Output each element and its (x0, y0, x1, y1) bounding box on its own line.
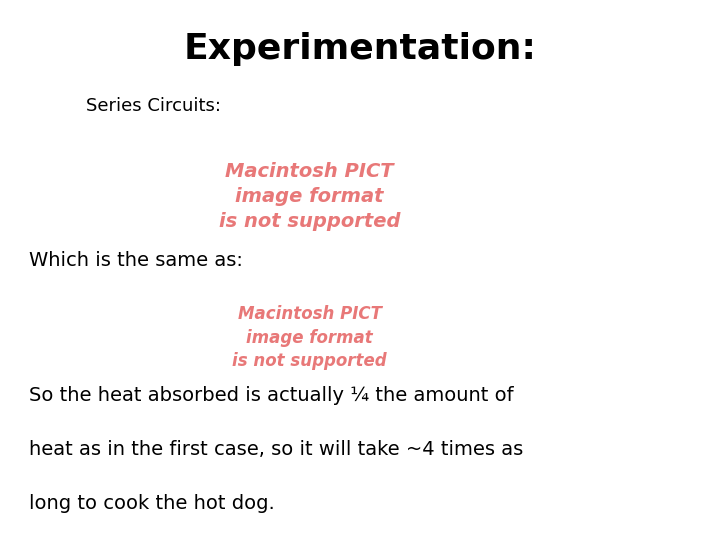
Text: heat as in the first case, so it will take ~4 times as: heat as in the first case, so it will ta… (29, 440, 523, 459)
Text: Series Circuits:: Series Circuits: (86, 97, 222, 115)
Text: Experimentation:: Experimentation: (184, 32, 536, 66)
Text: long to cook the hot dog.: long to cook the hot dog. (29, 494, 274, 513)
Text: Macintosh PICT
image format
is not supported: Macintosh PICT image format is not suppo… (233, 305, 387, 370)
Text: Macintosh PICT
image format
is not supported: Macintosh PICT image format is not suppo… (219, 162, 400, 231)
Text: So the heat absorbed is actually ¼ the amount of: So the heat absorbed is actually ¼ the a… (29, 386, 513, 405)
Text: Which is the same as:: Which is the same as: (29, 251, 243, 270)
